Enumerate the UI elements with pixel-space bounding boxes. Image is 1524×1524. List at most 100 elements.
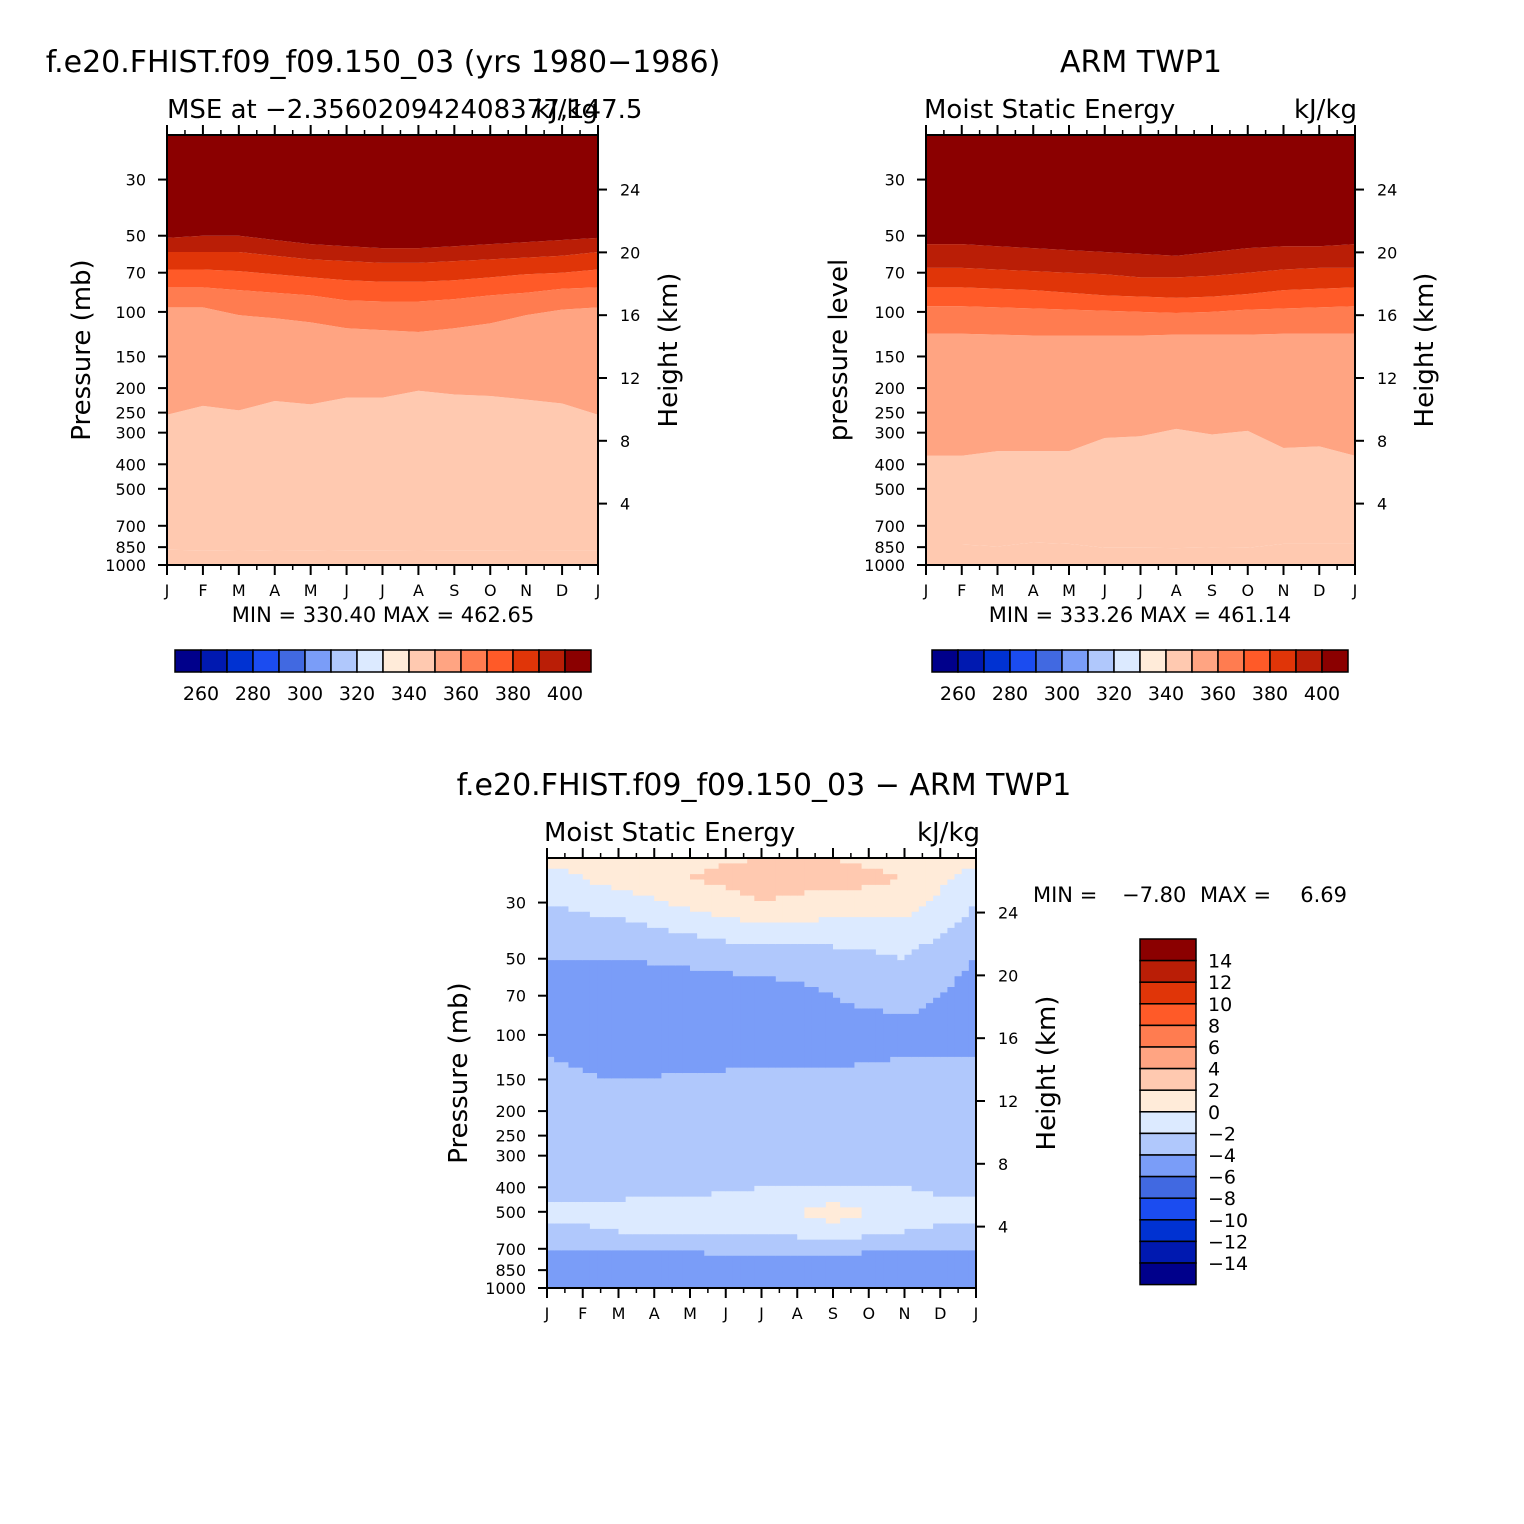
diff-field-cell	[883, 1223, 891, 1230]
model-y-right-tick-label: 24	[620, 181, 640, 200]
diff-field-cell	[690, 954, 698, 961]
diff-field-cell	[768, 949, 777, 956]
diff-field-cell	[561, 1024, 570, 1031]
diff-field-cell	[883, 874, 891, 881]
diff-field-cell	[754, 1207, 763, 1214]
diff-field-cell	[833, 981, 841, 988]
diff-field-cell	[840, 890, 848, 897]
diff-field-cell	[711, 1019, 720, 1026]
diff-field-cell	[618, 1277, 627, 1284]
diff-field-cell	[790, 868, 798, 875]
diff-field-cell	[818, 1266, 827, 1273]
diff-field-cell	[904, 1228, 913, 1235]
diff-field-cell	[897, 1180, 906, 1187]
diff-field-cell	[582, 1245, 591, 1251]
diff-field-cell	[861, 927, 870, 934]
diff-field-cell	[740, 954, 748, 961]
diff-field-cell	[747, 1013, 755, 1020]
diff-field-cell	[632, 1046, 641, 1053]
diff-field-cell	[754, 1030, 763, 1036]
diff-field-cell	[904, 874, 913, 881]
diff-field-cell	[682, 1202, 691, 1208]
diff-field-cell	[625, 1089, 634, 1096]
diff-field-cell	[775, 1234, 784, 1241]
diff-field-cell	[775, 981, 784, 988]
diff-field-cell	[904, 911, 913, 918]
diff-field-cell	[647, 1003, 655, 1010]
diff-field-cell	[954, 1008, 963, 1015]
diff-field-cell	[690, 906, 698, 913]
diff-field-cell	[654, 1196, 662, 1203]
diff-field-cell	[947, 874, 956, 881]
diff-field-cell	[854, 1148, 863, 1155]
panel-model-ylabel: Pressure (mb)	[67, 259, 97, 440]
diff-field-cell	[861, 884, 870, 891]
diff-field-cell	[718, 1132, 727, 1139]
diff-field-cell	[604, 1180, 612, 1187]
diff-field-cell	[768, 1105, 777, 1112]
diff-field-cell	[682, 981, 691, 988]
diff-field-cell	[632, 1051, 641, 1058]
diff-field-cell	[768, 1153, 777, 1160]
diff-field-cell	[561, 1191, 570, 1198]
diff-field-cell	[804, 949, 813, 956]
diff-field-cell	[647, 906, 655, 913]
diff-field-cell	[654, 1051, 662, 1058]
diff-field-cell	[911, 1266, 920, 1273]
diff-field-cell	[725, 1159, 734, 1165]
diff-field-cell	[861, 874, 870, 881]
diff-field-cell	[768, 906, 777, 913]
diff-field-cell	[740, 1255, 748, 1262]
diff-field-cell	[883, 1234, 891, 1241]
diff-field-cell	[847, 1185, 856, 1192]
diff-field-cell	[697, 1008, 705, 1015]
diff-field-cell	[840, 1277, 848, 1284]
diff-field-cell	[554, 1056, 562, 1063]
diff-field-cell	[732, 890, 741, 897]
diff-field-cell	[925, 965, 934, 972]
diff-field-cell	[547, 884, 555, 891]
diff-field-cell	[661, 1207, 670, 1214]
diff-field-cell	[604, 1137, 612, 1144]
diff-field-cell	[732, 1099, 741, 1106]
diff-field-cell	[868, 976, 877, 983]
diff-field-cell	[639, 1046, 648, 1053]
diff-field-cell	[947, 1148, 956, 1155]
diff-field-cell	[697, 997, 705, 1004]
diff-field-cell	[768, 938, 777, 945]
diff-field-cell	[639, 1245, 648, 1251]
diff-field-cell	[918, 970, 927, 977]
diff-field-cell	[954, 1169, 963, 1176]
diff-field-cell	[811, 1261, 820, 1268]
diff-field-cell	[711, 1271, 720, 1278]
diff-field-cell	[582, 1202, 591, 1208]
model-y-right-tick-label: 16	[620, 306, 640, 325]
diff-field-cell	[940, 1003, 948, 1010]
diff-field-cell	[954, 858, 963, 864]
diff-field-cell	[547, 1046, 555, 1053]
diff-field-cell	[833, 976, 841, 983]
obs-x-tick-label: M	[1062, 581, 1076, 600]
diff-field-cell	[775, 874, 784, 881]
diff-field-cell	[754, 1175, 763, 1182]
diff-field-cell	[918, 927, 927, 934]
diff-field-cell	[811, 906, 820, 913]
diff-field-cell	[597, 906, 605, 913]
diff-field-cell	[647, 1148, 655, 1155]
diff-field-cell	[589, 1051, 598, 1058]
diff-field-cell	[740, 1030, 748, 1036]
diff-field-cell	[861, 917, 870, 924]
diff-field-cell	[625, 1277, 634, 1284]
diff-field-cell	[854, 1099, 863, 1106]
diff-field-cell	[911, 1024, 920, 1031]
diff-field-cell	[833, 1094, 841, 1101]
diff-field-cell	[761, 1105, 770, 1112]
diff-field-cell	[668, 970, 677, 977]
diff-field-cell	[561, 992, 570, 999]
diff-field-cell	[918, 1175, 927, 1182]
obs-band-surface	[926, 542, 1355, 565]
diff-field-cell	[940, 1196, 948, 1203]
diff-field-cell	[847, 1223, 856, 1230]
diff-field-cell	[747, 858, 755, 864]
diff-field-cell	[797, 944, 805, 950]
